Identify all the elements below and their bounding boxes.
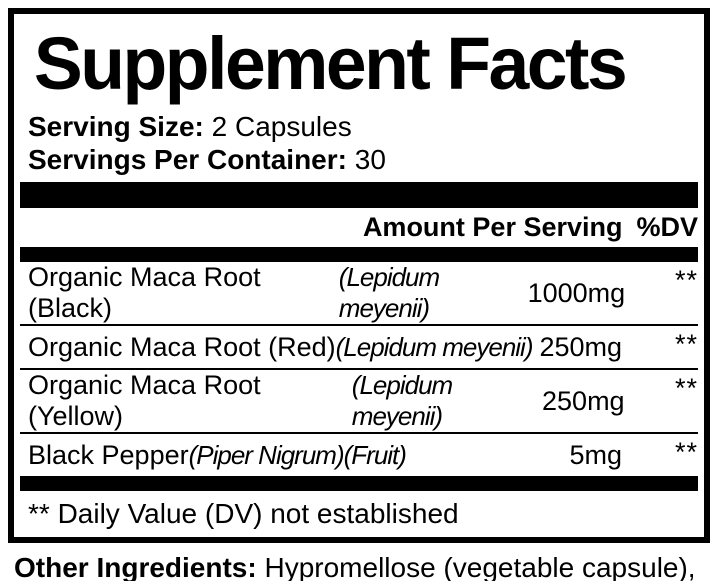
ingredient-amount: 5mg (569, 439, 622, 470)
serving-info: Serving Size: 2 Capsules Servings Per Co… (20, 110, 698, 176)
other-ingredients-block: Other Ingredients: Hypromellose (vegetab… (14, 551, 720, 581)
ingredient-name: Black Pepper (28, 439, 189, 470)
ingredient-amount: 250mg (539, 331, 622, 362)
ingredient-dv: ** (674, 437, 698, 467)
serving-size-row: Serving Size: 2 Capsules (28, 110, 698, 143)
servings-per-container-value: 30 (346, 144, 386, 175)
ingredient-latin: (Lepidum meyenii) (338, 262, 440, 323)
serving-size-value: 2 Capsules (203, 111, 352, 142)
column-header-row: Amount Per Serving %DV (20, 208, 698, 247)
medium-divider (20, 247, 698, 262)
other-ingredients-line1: Hypromellose (vegetable capsule), (256, 552, 696, 581)
ingredient-row: Organic Maca Root (Yellow) (Lepidum meyen… (20, 370, 698, 434)
servings-per-container-label: Servings Per Container: (28, 144, 347, 175)
ingredient-dv: ** (675, 265, 699, 295)
ingredient-latin: (Piper Nigrum)(Fruit) (188, 439, 407, 470)
ingredient-dv: ** (674, 373, 698, 403)
servings-per-container-row: Servings Per Container: 30 (28, 143, 698, 176)
panel-title: Supplement Facts (33, 22, 628, 105)
thick-divider-top (20, 182, 698, 208)
supplement-facts-panel: Supplement Facts Serving Size: 2 Capsule… (8, 8, 710, 543)
ingredient-latin: (Lepidum meyenii) (335, 331, 534, 362)
serving-size-label: Serving Size: (28, 111, 204, 142)
ingredient-row: Organic Maca Root (Red) (Lepidum meyenii)… (20, 326, 698, 370)
ingredient-latin: (Lepidum meyenii) (351, 370, 453, 431)
ingredient-dv: ** (674, 329, 698, 359)
ingredient-name: Organic Maca Root (Yellow) (28, 370, 261, 431)
ingredient-amount: 250mg (542, 385, 625, 416)
other-ingredients-label: Other Ingredients: (14, 552, 257, 581)
ingredient-row: Black Pepper (Piper Nigrum)(Fruit) 5mg *… (20, 434, 698, 476)
amount-per-serving-header: Amount Per Serving (362, 212, 623, 242)
daily-value-footnote: ** Daily Value (DV) not established (28, 498, 459, 529)
ingredient-amount: 1000mg (527, 277, 626, 308)
ingredient-name: Organic Maca Root (Black) (28, 262, 261, 323)
dv-header: %DV (636, 212, 698, 242)
thick-divider-bottom (20, 476, 698, 491)
ingredient-row: Organic Maca Root (Black) (Lepidum meyeni… (20, 262, 698, 326)
ingredient-name: Organic Maca Root (Red) (28, 331, 336, 362)
